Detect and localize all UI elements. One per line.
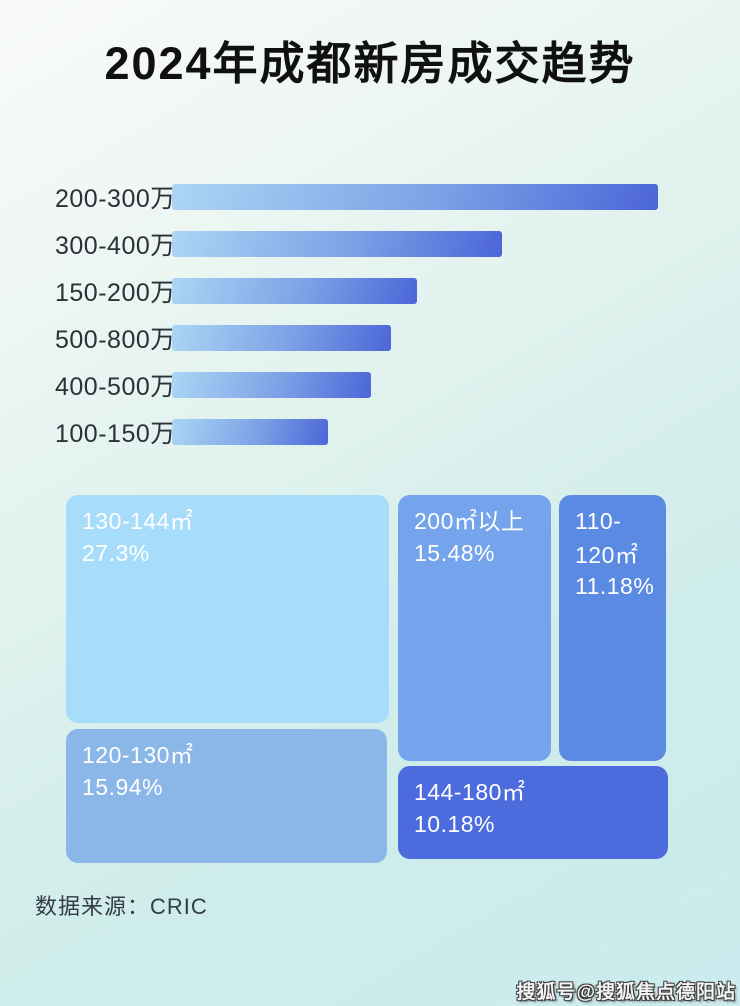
page-title: 2024年成都新房成交趋势 bbox=[104, 38, 636, 89]
treemap-block-percent: 10.18% bbox=[414, 810, 496, 837]
treemap-block-label: 110-120㎡ bbox=[575, 508, 639, 568]
bar-fill bbox=[172, 372, 372, 399]
bar-row: 100-150万 bbox=[55, 419, 740, 448]
data-source-note: 数据来源：CRIC bbox=[35, 894, 208, 920]
treemap-block-percent: 11.18% bbox=[575, 572, 655, 599]
bar-category-label: 100-150万 bbox=[55, 420, 176, 449]
watermark-text: 搜狐号@搜狐焦点德阳站 bbox=[516, 982, 736, 1003]
bar-fill bbox=[172, 325, 391, 352]
bar-track bbox=[172, 325, 658, 352]
bar-track bbox=[172, 184, 658, 211]
bar-row: 150-200万 bbox=[55, 278, 740, 307]
bar-row: 500-800万 bbox=[55, 325, 740, 354]
treemap-block-percent: 15.48% bbox=[414, 539, 496, 566]
bar-row: 200-300万 bbox=[55, 184, 740, 213]
bar-track bbox=[172, 231, 658, 258]
bar-category-label: 500-800万 bbox=[55, 326, 176, 355]
bar-fill bbox=[172, 278, 418, 305]
bar-category-label: 150-200万 bbox=[55, 279, 176, 308]
bar-row: 400-500万 bbox=[55, 372, 740, 401]
bar-fill bbox=[172, 184, 658, 211]
treemap-block: 110-120㎡ 11.18% bbox=[559, 495, 666, 762]
treemap-block-percent: 15.94% bbox=[82, 773, 164, 800]
price-range-bar-chart: 200-300万 300-400万 150-200万 500-800万 400-500万… bbox=[0, 178, 740, 448]
treemap-block-label: 200㎡以上 bbox=[414, 508, 525, 535]
treemap-block-percent: 27.3% bbox=[82, 539, 150, 566]
bar-category-label: 200-300万 bbox=[55, 185, 176, 214]
bar-fill bbox=[172, 231, 503, 258]
treemap-block-label: 144-180㎡ bbox=[414, 779, 526, 806]
bar-track bbox=[172, 372, 658, 399]
treemap-block-label: 130-144㎡ bbox=[82, 508, 194, 535]
bar-track bbox=[172, 419, 658, 446]
treemap-block: 130-144㎡ 27.3% bbox=[66, 495, 389, 724]
bar-row: 300-400万 bbox=[55, 231, 740, 260]
treemap-block: 200㎡以上 15.48% bbox=[398, 495, 551, 762]
bar-track bbox=[172, 278, 658, 305]
treemap-block: 120-130㎡ 15.94% bbox=[66, 729, 387, 864]
treemap-block: 144-180㎡ 10.18% bbox=[398, 766, 668, 860]
area-share-treemap: 130-144㎡ 27.3% 120-130㎡ 15.94% 200㎡以上 15.48% 1… bbox=[66, 495, 668, 864]
bar-category-label: 300-400万 bbox=[55, 232, 176, 261]
treemap-block-label: 120-130㎡ bbox=[82, 742, 194, 769]
bar-fill bbox=[172, 419, 328, 446]
bar-category-label: 400-500万 bbox=[55, 373, 176, 402]
